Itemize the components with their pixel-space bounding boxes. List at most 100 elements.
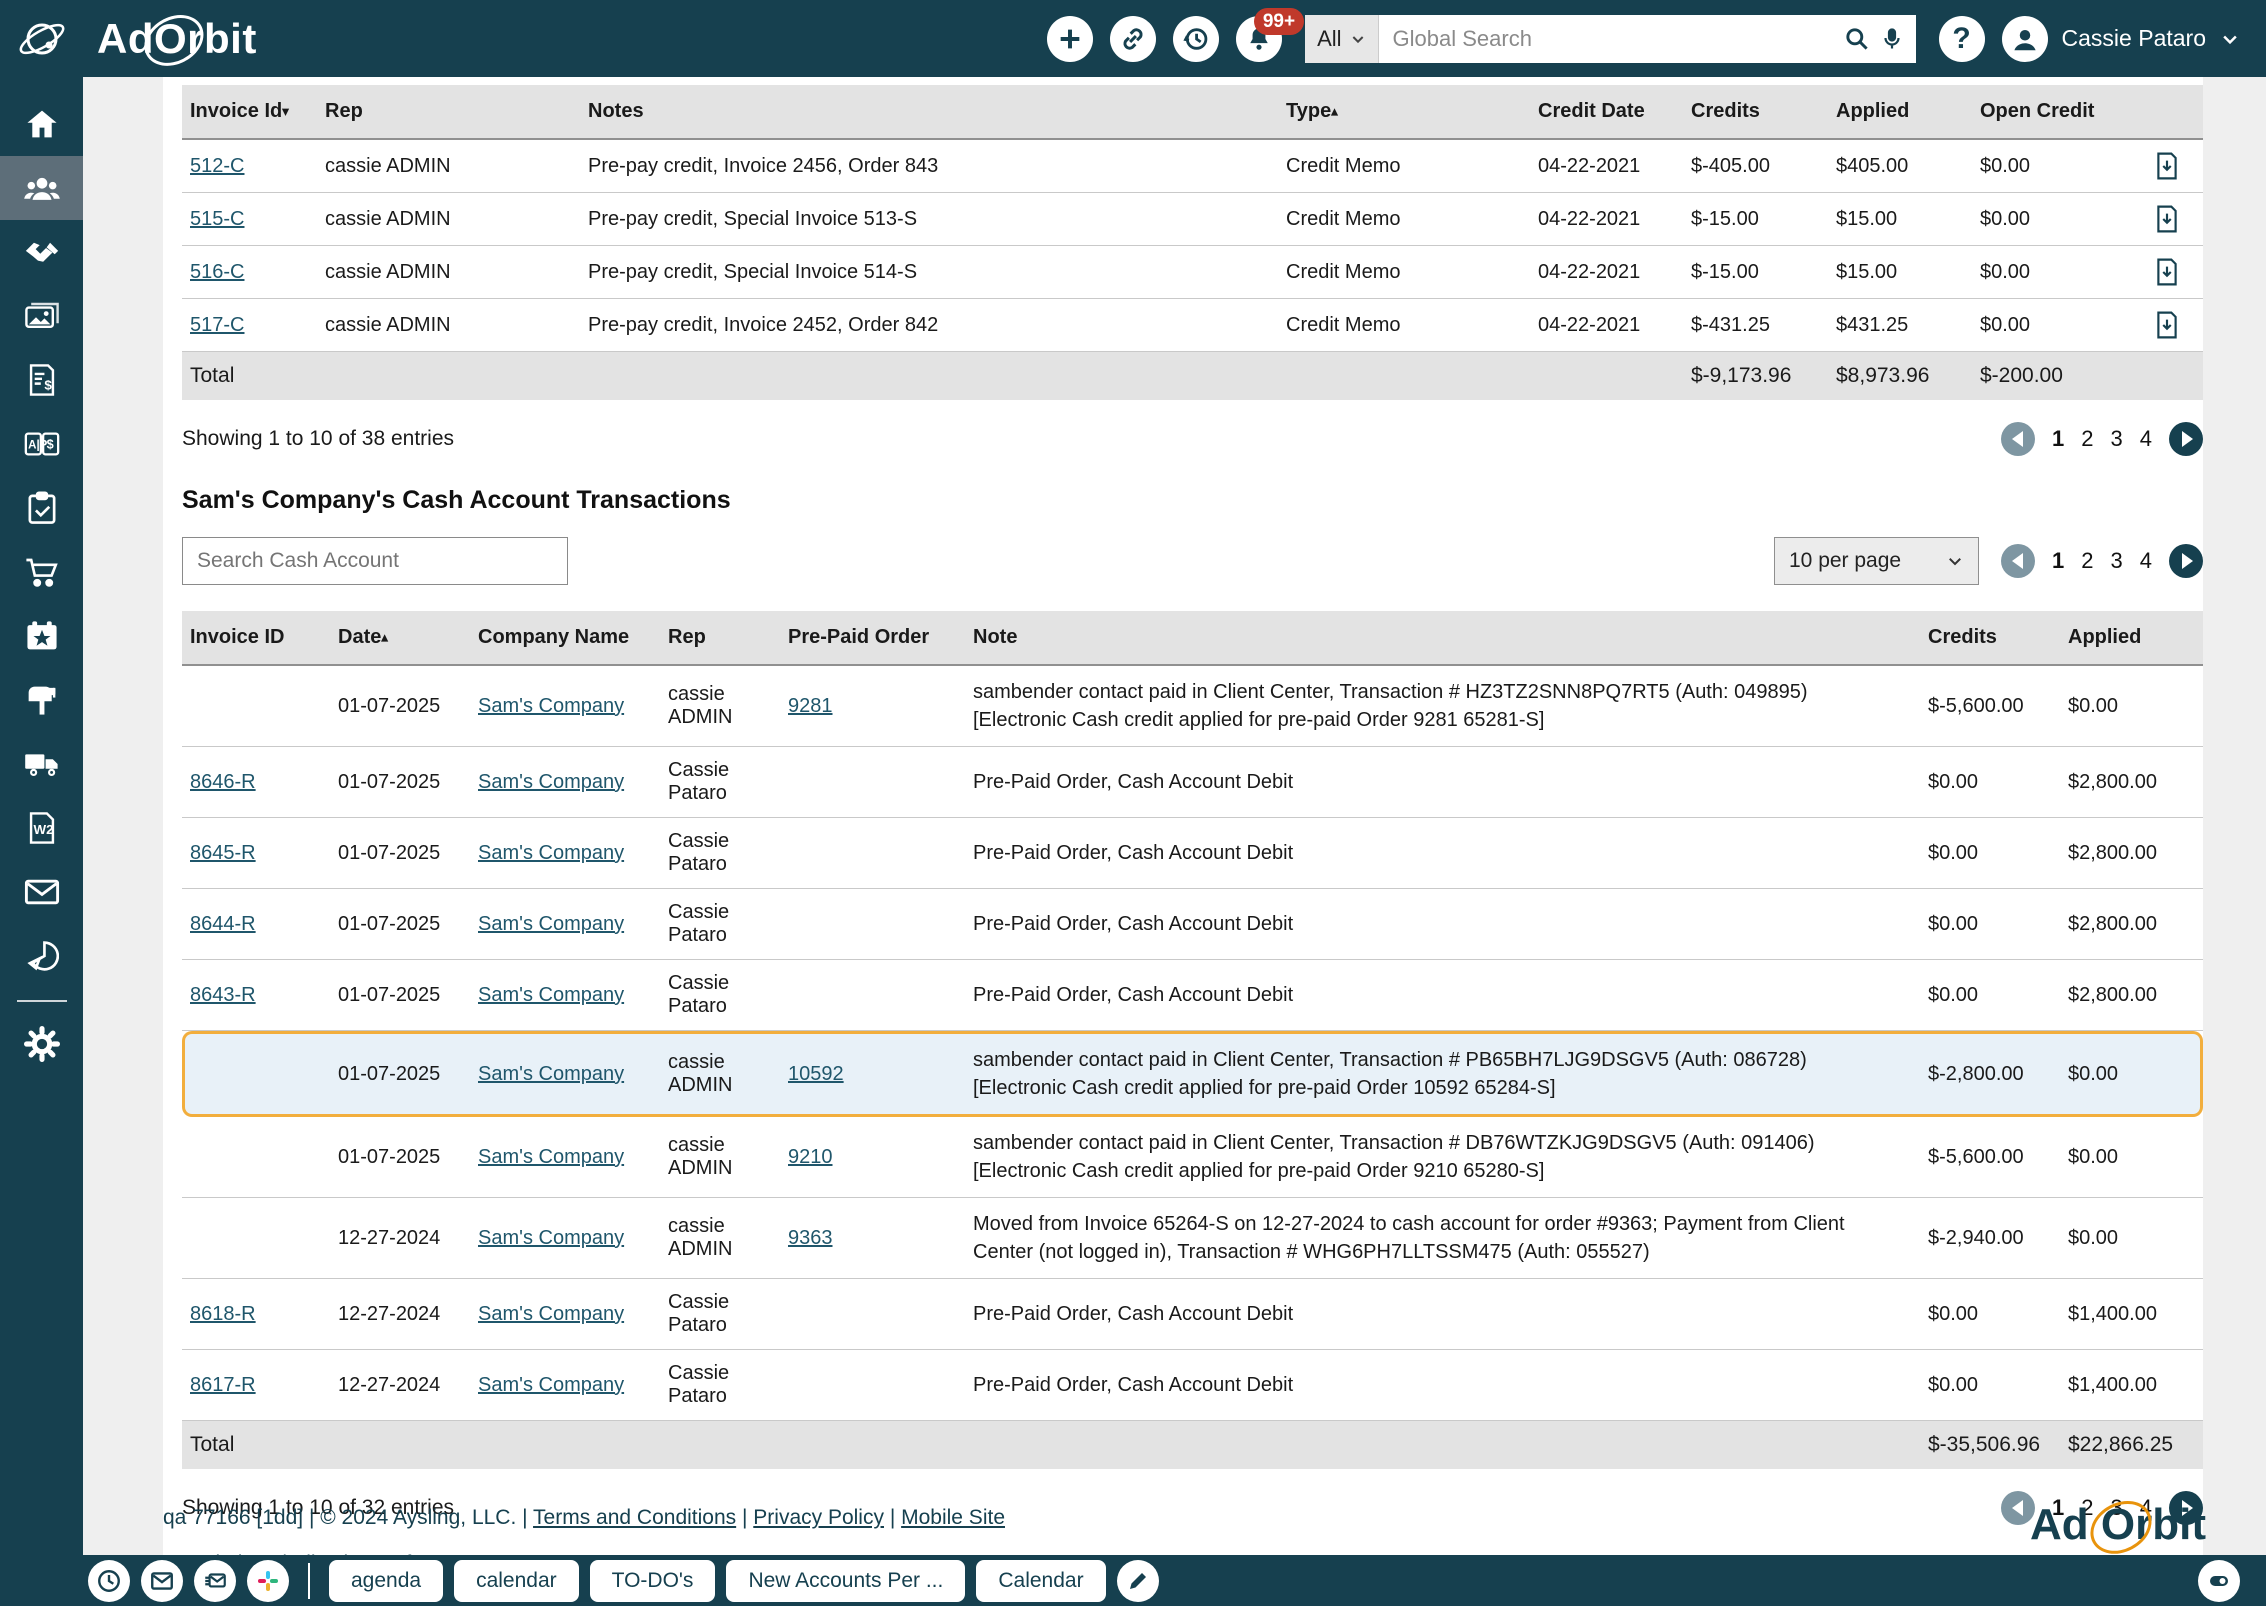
page-number-3[interactable]: 3	[2110, 426, 2123, 451]
page-number-3[interactable]: 3	[2110, 548, 2123, 573]
company-link[interactable]: Sam's Company	[478, 912, 625, 935]
newsletter-icon[interactable]	[194, 1559, 236, 1602]
new-accounts-button[interactable]: New Accounts Per ...	[726, 1559, 966, 1602]
page-number-2[interactable]: 2	[2081, 1495, 2094, 1520]
view-invoice-icon[interactable]	[2138, 152, 2195, 180]
company-link[interactable]: Sam's Company	[478, 983, 625, 1006]
help-icon[interactable]: ?	[1938, 15, 1985, 62]
prev-page-button[interactable]	[2001, 544, 2035, 578]
sidebar-item-reports[interactable]	[0, 924, 83, 988]
link-icon[interactable]	[1110, 15, 1157, 62]
prev-page-button[interactable]	[2001, 422, 2035, 456]
invoice-link[interactable]: 516-C	[190, 260, 245, 283]
todos-button[interactable]: TO-DO's	[589, 1559, 716, 1602]
next-page-button[interactable]	[2169, 1491, 2203, 1525]
col-notes[interactable]: Notes	[580, 85, 1278, 140]
sidebar-item-mailbox[interactable]	[0, 668, 83, 732]
invoice-link[interactable]: 515-C	[190, 207, 245, 230]
prev-page-button[interactable]	[2001, 1491, 2035, 1525]
history-icon[interactable]	[1173, 15, 1220, 62]
page-number-4[interactable]: 4	[2139, 548, 2152, 573]
order-link[interactable]: 10592	[788, 1062, 844, 1085]
page-number-4[interactable]: 4	[2139, 426, 2152, 451]
invoice-link[interactable]: 512-C	[190, 154, 245, 177]
envelope-icon[interactable]	[141, 1559, 183, 1602]
agenda-button[interactable]: agenda	[329, 1559, 444, 1602]
search-scope-select[interactable]: All	[1305, 14, 1379, 63]
order-link[interactable]: 9210	[788, 1145, 833, 1168]
sidebar-item-contacts[interactable]	[0, 156, 83, 220]
sidebar-item-partnerships[interactable]	[0, 220, 83, 284]
col-credit-date[interactable]: Credit Date	[1530, 85, 1683, 140]
col-invoice-id[interactable]: Invoice ID	[182, 611, 330, 666]
page-number-1[interactable]: 1	[2052, 1495, 2065, 1520]
view-invoice-icon[interactable]	[2138, 205, 2195, 233]
page-number-2[interactable]: 2	[2081, 548, 2094, 573]
terms-link[interactable]: Terms and Conditions	[533, 1506, 737, 1529]
view-invoice-icon[interactable]	[2138, 258, 2195, 286]
clock-icon[interactable]	[88, 1559, 130, 1602]
sidebar-item-email[interactable]	[0, 860, 83, 924]
next-page-button[interactable]	[2169, 544, 2203, 578]
invoice-link[interactable]: 517-C	[190, 313, 245, 336]
sidebar-item-home[interactable]	[0, 92, 83, 156]
sidebar-item-events[interactable]	[0, 604, 83, 668]
toggle-icon[interactable]	[2198, 1559, 2240, 1602]
bell-icon[interactable]: 99+	[1236, 7, 1305, 62]
search-icon[interactable]	[1843, 25, 1870, 52]
col-applied[interactable]: Applied	[2060, 611, 2203, 666]
sidebar-item-media[interactable]	[0, 284, 83, 348]
sidebar-item-distribution[interactable]	[0, 732, 83, 796]
col-type[interactable]: Type▴	[1278, 85, 1530, 140]
pencil-icon[interactable]	[1116, 1559, 1159, 1602]
company-link[interactable]: Sam's Company	[478, 841, 625, 864]
planet-logo-icon[interactable]	[0, 13, 83, 65]
col-rep[interactable]: Rep	[317, 85, 580, 140]
sidebar-item-orders[interactable]	[0, 540, 83, 604]
invoice-link[interactable]: 8646-R	[190, 770, 256, 793]
col-applied[interactable]: Applied	[1828, 85, 1972, 140]
slack-icon[interactable]	[247, 1559, 289, 1602]
calendar-button[interactable]: calendar	[454, 1559, 579, 1602]
page-number-1[interactable]: 1	[2052, 548, 2065, 573]
invoice-link[interactable]: 8617-R	[190, 1373, 256, 1396]
col-rep[interactable]: Rep	[660, 611, 780, 666]
company-link[interactable]: Sam's Company	[478, 1302, 625, 1325]
add-icon[interactable]	[1047, 15, 1094, 62]
microphone-icon[interactable]	[1880, 25, 1904, 52]
sidebar-item-ap-ledger[interactable]: A|P $	[0, 412, 83, 476]
company-link[interactable]: Sam's Company	[478, 1062, 625, 1085]
company-link[interactable]: Sam's Company	[478, 694, 625, 717]
page-number-2[interactable]: 2	[2081, 426, 2094, 451]
order-link[interactable]: 9281	[788, 694, 833, 717]
company-link[interactable]: Sam's Company	[478, 770, 625, 793]
col-credits[interactable]: Credits	[1683, 85, 1828, 140]
mobile-site-link[interactable]: Mobile Site	[901, 1506, 1005, 1529]
col-company[interactable]: Company Name	[470, 611, 660, 666]
sidebar-item-w2-forms[interactable]: W2	[0, 796, 83, 860]
sidebar-item-billing[interactable]: $	[0, 348, 83, 412]
invoice-link[interactable]: 8618-R	[190, 1302, 256, 1325]
company-link[interactable]: Sam's Company	[478, 1373, 625, 1396]
next-page-button[interactable]	[2169, 422, 2203, 456]
calendar2-button[interactable]: Calendar	[976, 1559, 1106, 1602]
view-invoice-icon[interactable]	[2138, 311, 2195, 339]
col-open-credit[interactable]: Open Credit	[1972, 85, 2130, 140]
col-invoice-id[interactable]: Invoice Id▾	[182, 85, 317, 140]
user-menu[interactable]: Cassie Pataro	[2001, 15, 2240, 62]
col-credits[interactable]: Credits	[1920, 611, 2060, 666]
sidebar-item-settings[interactable]	[0, 1012, 83, 1076]
order-link[interactable]: 9363	[788, 1226, 833, 1249]
sidebar-item-tasks[interactable]	[0, 476, 83, 540]
per-page-select[interactable]: 10 per page	[1774, 537, 1979, 585]
company-link[interactable]: Sam's Company	[478, 1145, 625, 1168]
invoice-link[interactable]: 8645-R	[190, 841, 256, 864]
cash-search-input[interactable]	[182, 537, 568, 585]
col-order[interactable]: Pre-Paid Order	[780, 611, 965, 666]
col-date[interactable]: Date▴	[330, 611, 470, 666]
col-note[interactable]: Note	[965, 611, 1920, 666]
page-number-1[interactable]: 1	[2052, 426, 2065, 451]
global-search-input[interactable]	[1378, 14, 1831, 63]
company-link[interactable]: Sam's Company	[478, 1226, 625, 1249]
